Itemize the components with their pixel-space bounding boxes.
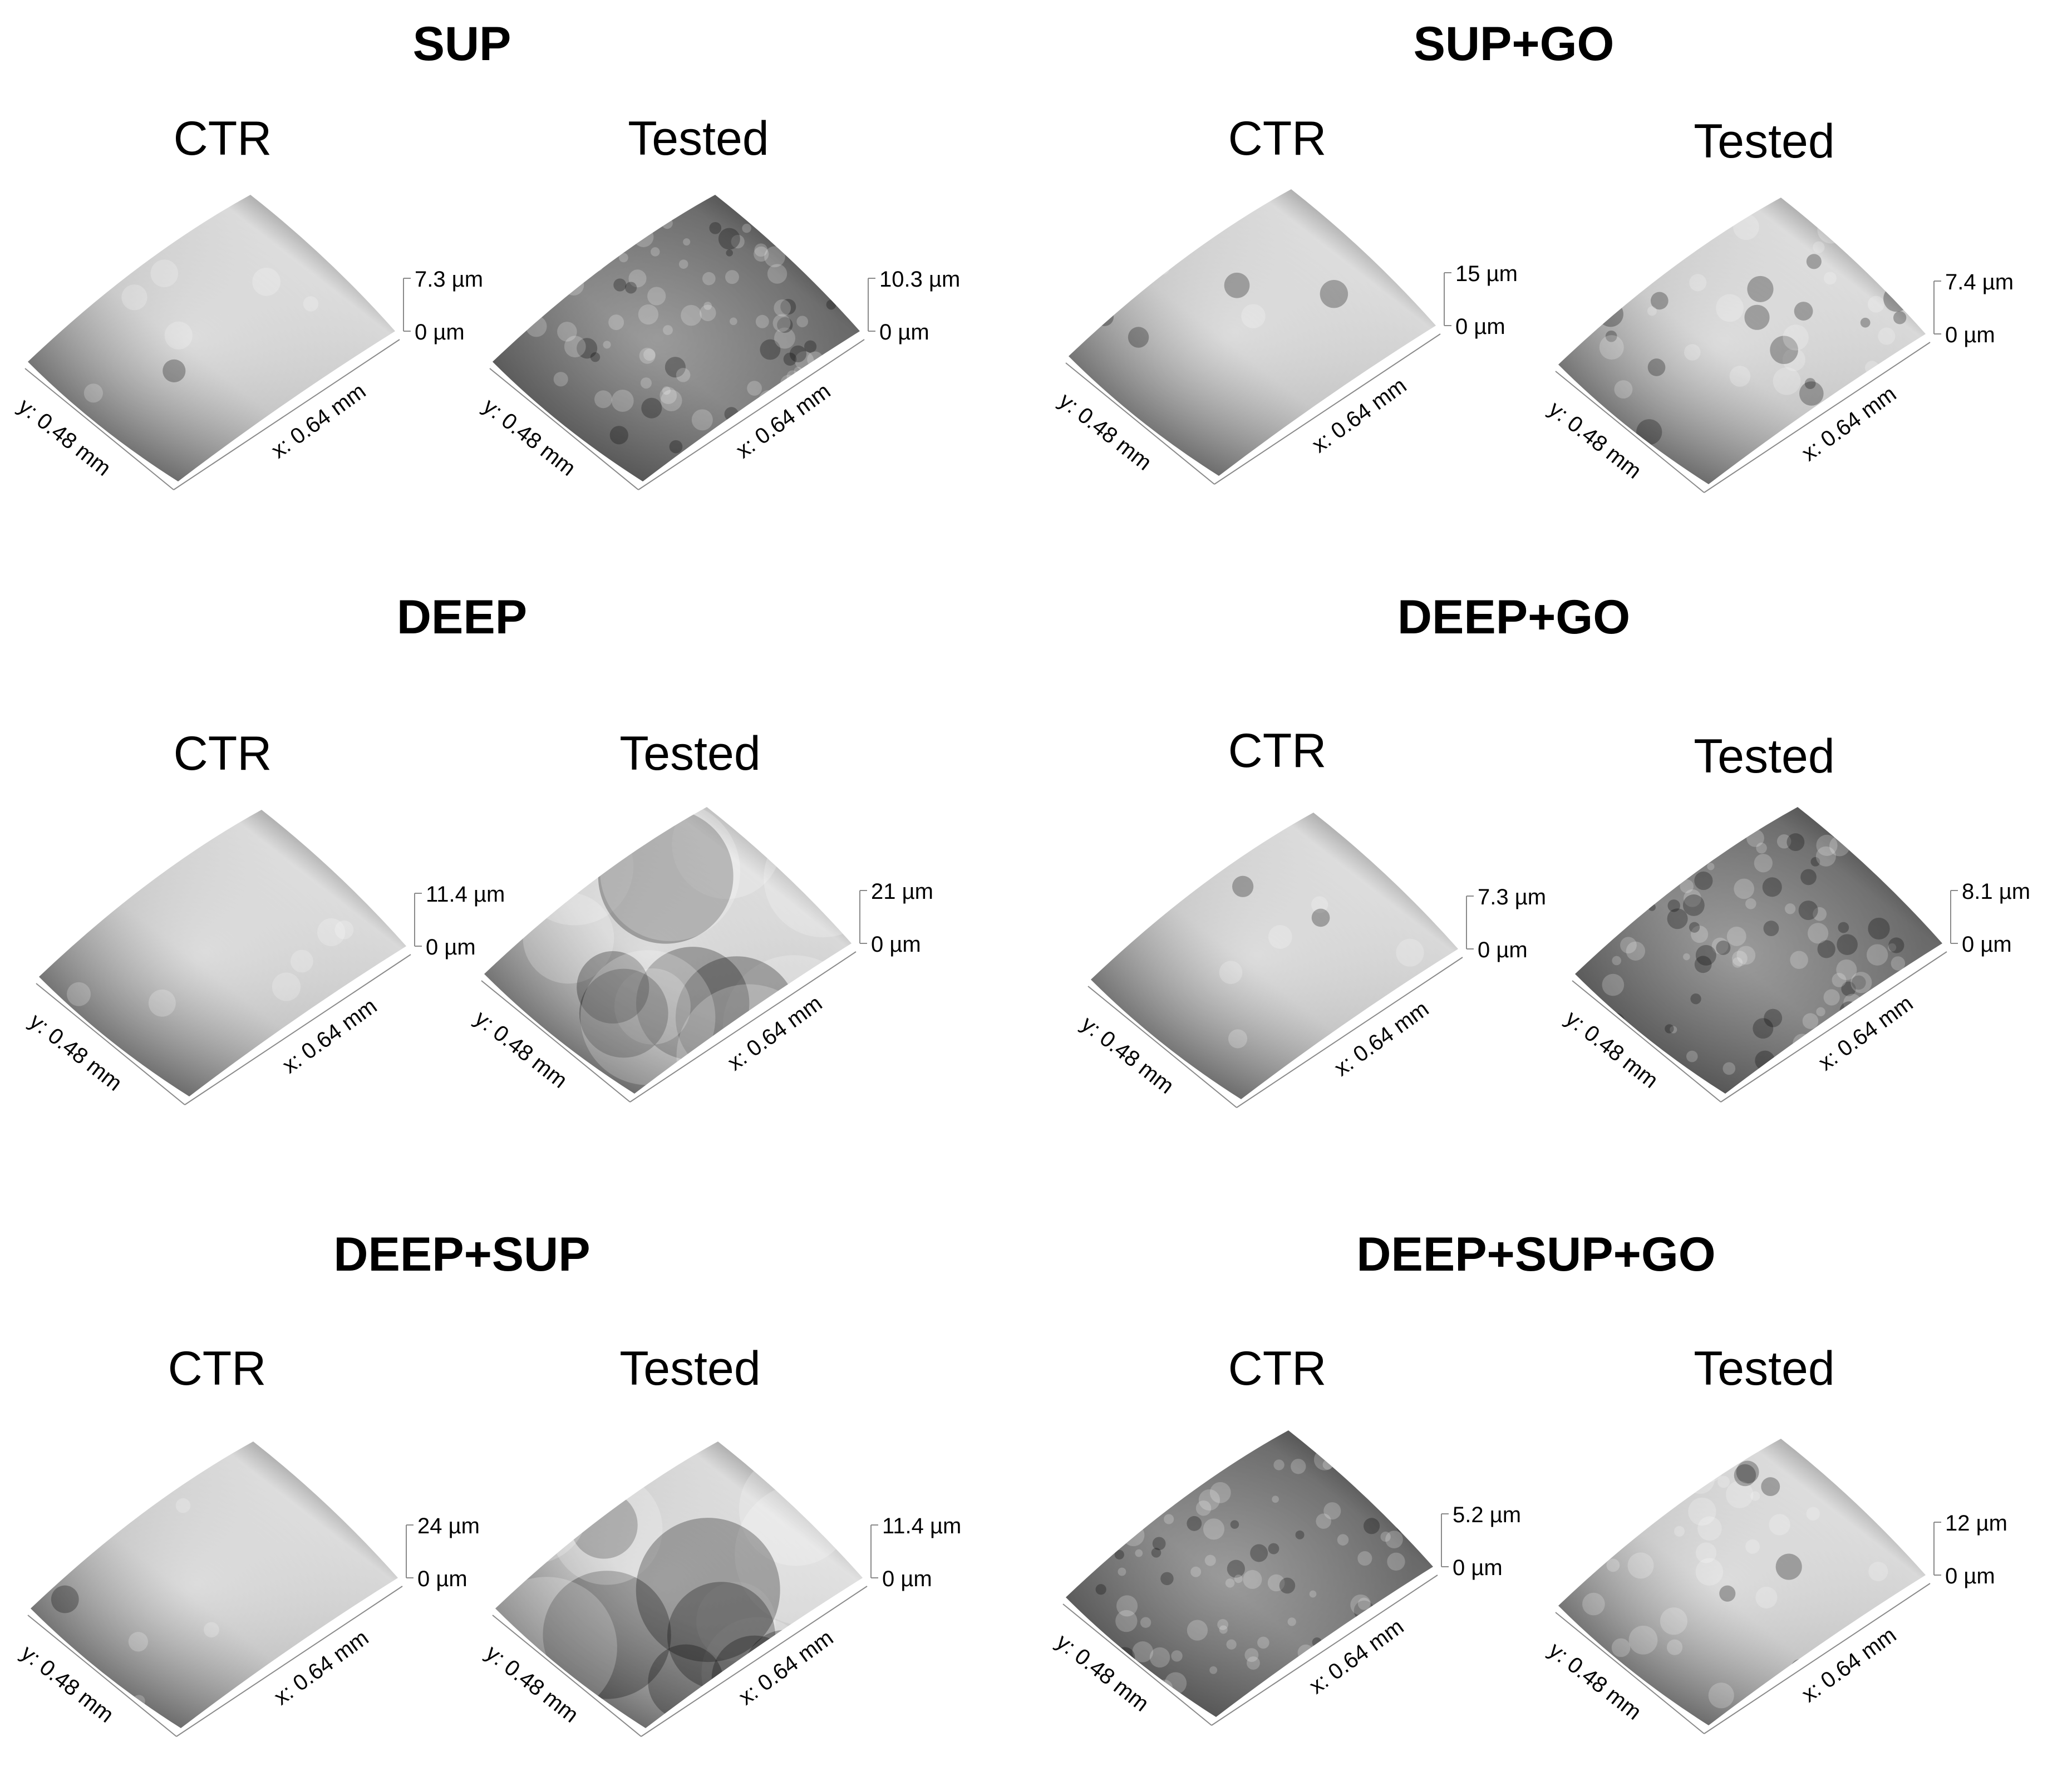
surface-3d-plot: 11.4 µm0 µmy: 0.48 mm x: 0.64 mm [24,810,505,1105]
surface-highlight [1558,1439,1926,1725]
panel-title-tested: Tested [1694,115,1835,168]
surface-3d-plot: 24 µm0 µmy: 0.48 mm x: 0.64 mm [16,1441,480,1737]
surface-panel: 10.3 µm 0 µm y: 0.48 mm x: 0.64 mm [478,189,971,534]
surface-panel: 15 µm 0 µm y: 0.48 mm x: 0.64 mm [1054,184,1547,529]
surface-3d-plot: 8.1 µm0 µmy: 0.48 mm x: 0.64 mm [1561,807,2030,1103]
z-max-label: 8.1 µm [1962,879,2030,904]
z-min-label: 0 µm [882,1567,932,1591]
z-min-label: 0 µm [1945,1564,1995,1588]
group-title: SUP [412,17,511,71]
surface-3d-plot: 7.3 µm0 µmy: 0.48 mm x: 0.64 mm [1076,813,1546,1108]
z-min-label: 0 µm [1455,314,1505,339]
surface-highlight [1091,813,1458,1099]
surface-highlight [28,195,395,481]
z-min-label: 0 µm [871,932,921,957]
z-max-label: 11.4 µm [882,1514,961,1538]
surface-3d-plot: 21 µm0 µmy: 0.48 mm x: 0.64 mm [470,807,933,1103]
z-max-label: 12 µm [1945,1511,2007,1536]
surface-panel: 11.4 µm 0 µm y: 0.48 mm x: 0.64 mm [481,1436,974,1781]
axes-lines [1572,890,1958,1103]
axes-lines [1065,272,1451,485]
surface-panel: 5.2 µm 0 µm y: 0.48 mm x: 0.64 mm [1051,1425,1544,1770]
panel-title-ctr: CTR [173,112,272,165]
axes-lines [24,278,411,490]
axes-lines [481,890,867,1103]
z-min-label: 0 µm [426,935,476,960]
axes-lines [1062,1513,1449,1726]
z-max-label: 7.3 µm [415,267,483,292]
surface-3d-plot: 7.4 µm0 µmy: 0.48 mm x: 0.64 mm [1544,198,2014,493]
panel-title-tested: Tested [619,1342,761,1395]
z-max-label: 15 µm [1455,262,1518,286]
surface-3d-plot: 15 µm0 µmy: 0.48 mm x: 0.64 mm [1054,189,1518,485]
surface-texture [83,259,355,407]
z-max-label: 7.4 µm [1945,270,2014,294]
surface-panel: 21 µm 0 µm y: 0.48 mm x: 0.64 mm [470,801,963,1147]
surface-panel: 11.4 µm 0 µm y: 0.48 mm x: 0.64 mm [24,804,518,1149]
panel-title-tested: Tested [1694,1342,1835,1395]
panel-title-ctr: CTR [1228,112,1327,165]
z-min-label: 0 µm [417,1567,467,1591]
surface-3d-plot: 11.4 µm0 µmy: 0.48 mm x: 0.64 mm [481,1441,961,1737]
surface-highlight [495,1441,863,1728]
panel-title-tested: Tested [619,727,761,780]
surface-highlight [1558,198,1926,484]
panel-title-tested: Tested [1694,730,1835,783]
group-title: DEEP+GO [1397,591,1631,644]
panel-title-ctr: CTR [1228,724,1327,778]
surface-panel: 24 µm 0 µm y: 0.48 mm x: 0.64 mm [16,1436,509,1781]
z-max-label: 21 µm [871,879,933,904]
group-title: SUP+GO [1413,17,1615,71]
surface-panel: 12 µm 0 µm y: 0.48 mm x: 0.64 mm [1544,1433,2037,1778]
surface-panel: 8.1 µm 0 µm y: 0.48 mm x: 0.64 mm [1561,801,2054,1147]
surface-panel: 7.3 µm 0 µm y: 0.48 mm x: 0.64 mm [1076,807,1569,1152]
surface-texture [515,807,852,1094]
axes-lines [489,278,875,490]
z-max-label: 24 µm [417,1514,480,1538]
panel-title-ctr: CTR [173,727,272,780]
surface-highlight [1575,807,1942,1094]
surface-3d-plot: 12 µm0 µmy: 0.48 mm x: 0.64 mm [1544,1439,2007,1734]
panel-title-tested: Tested [628,112,769,165]
z-min-label: 0 µm [1945,323,1995,347]
panel-title-ctr: CTR [1228,1342,1327,1395]
z-min-label: 0 µm [415,320,465,345]
z-min-label: 0 µm [1478,938,1528,962]
surface-3d-plot: 10.3 µm0 µmy: 0.48 mm x: 0.64 mm [478,195,960,490]
panel-title-ctr: CTR [168,1342,267,1395]
z-min-label: 0 µm [1453,1556,1503,1580]
surface-highlight [484,807,852,1094]
surface-panel: 7.4 µm 0 µm y: 0.48 mm x: 0.64 mm [1544,192,2037,537]
surface-highlight [1069,189,1436,476]
group-title: DEEP+SUP+GO [1356,1228,1716,1281]
z-max-label: 10.3 µm [879,267,960,292]
axes-lines [36,893,422,1105]
axes-lines [492,1524,878,1737]
z-max-label: 7.3 µm [1478,885,1546,909]
axes-lines [1555,281,1941,493]
surface-highlight [493,195,860,481]
z-max-label: 11.4 µm [426,882,505,907]
surface-highlight [1066,1430,1433,1717]
axes-lines [27,1524,414,1737]
z-max-label: 5.2 µm [1453,1503,1521,1527]
axes-lines [1087,896,1474,1108]
surface-highlight [39,810,406,1096]
surface-3d-plot: 5.2 µm0 µmy: 0.48 mm x: 0.64 mm [1051,1430,1521,1726]
axes-lines [1555,1522,1941,1734]
group-title: DEEP+SUP [333,1228,590,1281]
z-min-label: 0 µm [879,320,929,345]
surface-panel: 7.3 µm 0 µm y: 0.48 mm x: 0.64 mm [13,189,506,534]
group-title: DEEP [396,591,528,644]
surface-3d-plot: 7.3 µm0 µmy: 0.48 mm x: 0.64 mm [13,195,483,490]
z-min-label: 0 µm [1962,932,2012,957]
surface-highlight [31,1441,398,1728]
